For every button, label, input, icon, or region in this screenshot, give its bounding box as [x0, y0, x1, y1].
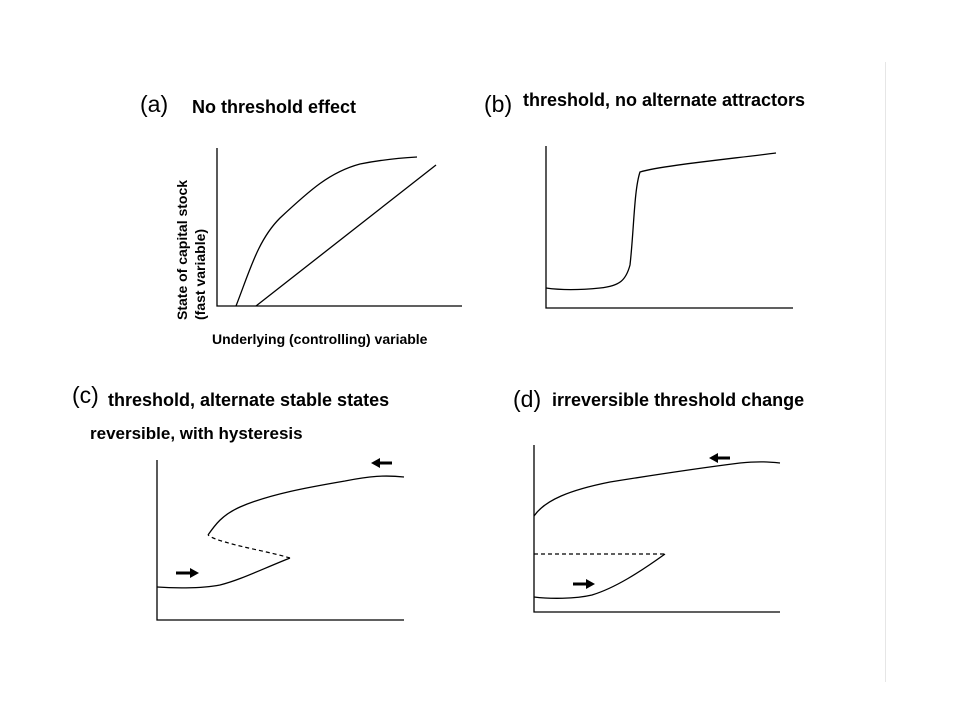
- panel-c-axes: [156, 460, 404, 621]
- panel-a-title: No threshold effect: [192, 97, 357, 117]
- panel-b-step-curve: [545, 152, 777, 291]
- panel-c-lower-branch: [156, 557, 291, 589]
- panel-d-tag: (d): [513, 386, 542, 412]
- panel-d-right-arrow: [573, 579, 595, 589]
- panel-d-left-arrow: [709, 453, 730, 463]
- panel-d-title: irreversible threshold change: [552, 390, 805, 410]
- slide-right-edge: [885, 62, 886, 682]
- panel-c-right-arrow: [176, 568, 199, 578]
- panel-b-tag: (b): [484, 91, 513, 117]
- panel-a-axes: [216, 148, 462, 307]
- panel-d-axes: [533, 445, 780, 613]
- panel-d-lower-branch: [533, 553, 666, 599]
- panel-a-x-axis-label: Underlying (controlling) variable: [212, 331, 428, 347]
- panel-c-subtitle: reversible, with hysteresis: [90, 424, 303, 443]
- panel-c-upper-branch: [207, 475, 405, 536]
- panel-c-left-arrow: [371, 458, 392, 468]
- panel-c-unstable-branch: [207, 534, 291, 559]
- panel-d-upper-branch: [533, 461, 781, 517]
- panel-c-tag: (c): [72, 382, 99, 408]
- panel-a-plot: [216, 148, 462, 307]
- panel-a-linear-line: [255, 164, 437, 307]
- panel-c-title: threshold, alternate stable states: [108, 390, 390, 410]
- panel-b-axes: [545, 146, 793, 309]
- panel-c-plot: [156, 458, 405, 621]
- panel-a-tag: (a): [140, 91, 169, 117]
- panel-b-plot: [545, 146, 793, 309]
- panel-d-plot: [533, 445, 781, 613]
- panel-a-concave-curve: [235, 156, 418, 307]
- panel-b-title: threshold, no alternate attractors: [523, 90, 806, 110]
